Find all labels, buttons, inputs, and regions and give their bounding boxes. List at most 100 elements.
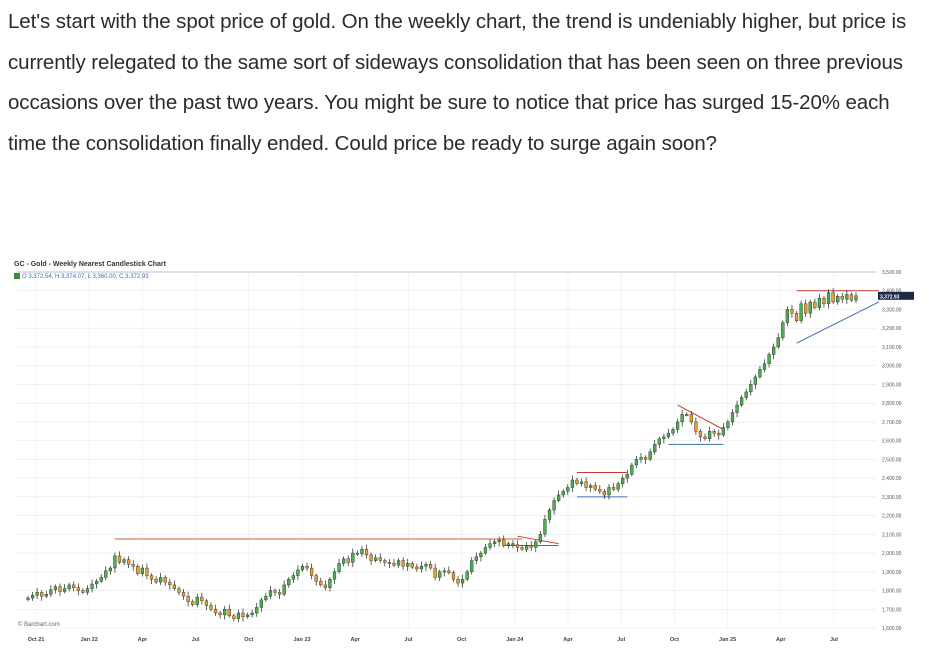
candle-up: [639, 457, 643, 460]
candle-up: [396, 560, 401, 566]
candle-up: [419, 565, 424, 570]
candle-down: [186, 595, 190, 602]
article-text: Let's start with the spot price of gold.…: [8, 2, 926, 164]
candle-up: [625, 474, 629, 479]
y-tick-label: 1,900.00: [882, 570, 902, 576]
x-tick-label: Jul: [617, 637, 625, 643]
candle-up: [374, 557, 378, 561]
candle-down: [584, 481, 588, 488]
candle-up: [826, 292, 831, 305]
candle-up: [465, 571, 469, 580]
barchart-watermark: © Barchart.com: [18, 622, 60, 628]
candle-up: [785, 309, 789, 323]
trendline-upper: [677, 404, 724, 430]
triangle-bottom: [796, 301, 880, 344]
y-tick-label: 2,500.00: [882, 457, 902, 463]
candle-up: [122, 559, 126, 563]
chart-ohlc-readout: O 3,372.54, H 3,374.07, L 3,360.00, C 3,…: [14, 273, 149, 280]
candle-up: [442, 570, 446, 573]
x-tick-label: Jul: [192, 637, 200, 643]
candle-down: [849, 294, 854, 301]
candle-up: [268, 590, 273, 597]
candle-down: [355, 552, 359, 555]
candle-up: [675, 421, 680, 430]
candle-up: [685, 414, 689, 416]
candle-up: [438, 571, 442, 578]
candle-up: [808, 301, 812, 314]
candle-down: [804, 303, 808, 314]
candle-down: [598, 489, 602, 492]
candle-down: [172, 584, 177, 589]
candle-down: [575, 479, 579, 484]
candle-up: [223, 609, 227, 616]
candle-down: [451, 572, 456, 580]
candle-down: [387, 562, 392, 564]
candle-up: [291, 575, 295, 580]
candle-up: [90, 583, 94, 589]
candle-down: [191, 601, 195, 605]
candle-up: [726, 421, 730, 428]
candle-up: [730, 412, 735, 423]
x-tick-label: Apr: [563, 637, 573, 643]
candle-up: [282, 584, 286, 595]
last-price-label: 3,372.93: [880, 294, 900, 300]
y-tick-label: 2,700.00: [882, 420, 902, 426]
candle-up: [557, 494, 561, 501]
candle-down: [840, 296, 844, 300]
candle-down: [213, 609, 218, 614]
candle-down: [401, 560, 405, 567]
candle-down: [433, 567, 437, 578]
candle-up: [776, 337, 780, 348]
candle-up: [26, 597, 30, 600]
candle-up: [483, 547, 488, 554]
candle-up: [817, 298, 822, 308]
y-tick-label: 2,000.00: [882, 551, 902, 557]
candle-up: [525, 545, 529, 550]
candle-up: [799, 303, 803, 321]
candle-down: [643, 457, 648, 460]
x-tick-label: Oct: [244, 637, 253, 643]
candle-up: [53, 586, 58, 590]
candle-up: [492, 541, 497, 544]
candle-down: [447, 570, 451, 573]
candle-down: [593, 485, 597, 490]
candle-down: [72, 584, 76, 588]
candle-up: [287, 579, 291, 586]
up-candle-swatch-icon: [14, 273, 20, 279]
candle-up: [534, 541, 538, 548]
candle-down: [227, 609, 231, 617]
candle-down: [127, 559, 131, 565]
y-tick-label: 2,800.00: [882, 401, 902, 407]
candle-up: [543, 519, 547, 535]
candle-down: [168, 581, 172, 586]
candle-up: [854, 295, 858, 301]
x-tick-label: Apr: [350, 637, 360, 643]
candle-down: [694, 421, 698, 432]
candle-down: [181, 592, 186, 597]
y-tick-label: 2,200.00: [882, 514, 902, 520]
candle-up: [570, 479, 574, 488]
candle-down: [177, 588, 181, 593]
candle-up: [616, 483, 620, 490]
candle-up: [767, 354, 771, 365]
candle-up: [634, 459, 639, 466]
y-tick-label: 2,400.00: [882, 476, 902, 482]
candle-up: [159, 577, 163, 583]
candle-up: [621, 477, 625, 484]
candle-up: [62, 588, 67, 592]
candle-down: [319, 580, 323, 586]
candle-down: [378, 557, 382, 561]
candle-up: [406, 563, 410, 567]
candle-down: [154, 579, 158, 583]
candle-up: [758, 369, 762, 378]
candle-up: [236, 612, 241, 619]
candle-up: [195, 596, 199, 605]
candle-up: [566, 487, 570, 492]
candle-down: [529, 545, 533, 548]
candle-down: [392, 563, 396, 566]
candle-up: [671, 429, 675, 434]
candle-down: [717, 432, 721, 436]
ohlc-values: O 3,372.54, H 3,374.07, L 3,360.00, C 3,…: [22, 274, 149, 280]
candle-up: [474, 556, 478, 561]
candle-down: [136, 565, 140, 574]
